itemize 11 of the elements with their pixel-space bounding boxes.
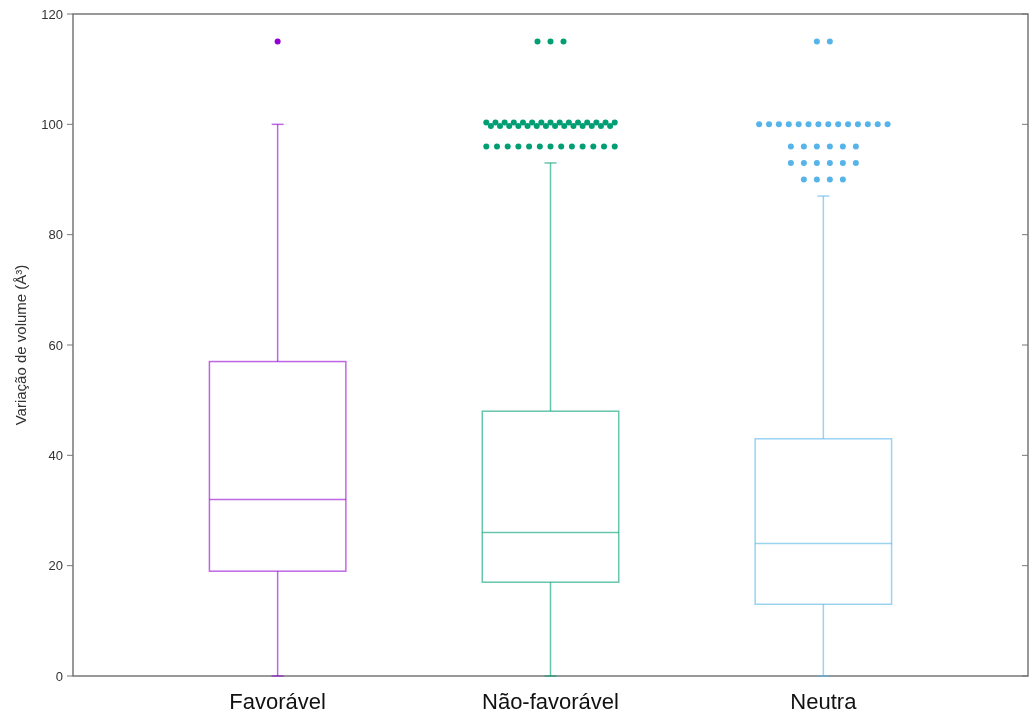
y-tick-label: 120 xyxy=(41,6,63,22)
x-tick-label: Neutra xyxy=(790,689,858,714)
y-tick-label: 60 xyxy=(48,337,63,353)
y-tick-label: 0 xyxy=(55,668,63,684)
y-tick-label: 80 xyxy=(48,227,63,243)
x-tick-label: Favorável xyxy=(229,689,326,714)
x-tick-label: Não-favorável xyxy=(482,689,619,714)
y-tick-label: 20 xyxy=(48,558,63,574)
y-tick-label: 40 xyxy=(48,447,63,463)
y-axis-title: Variação de volume (Å³) xyxy=(12,264,29,426)
y-tick-label: 100 xyxy=(41,116,63,132)
